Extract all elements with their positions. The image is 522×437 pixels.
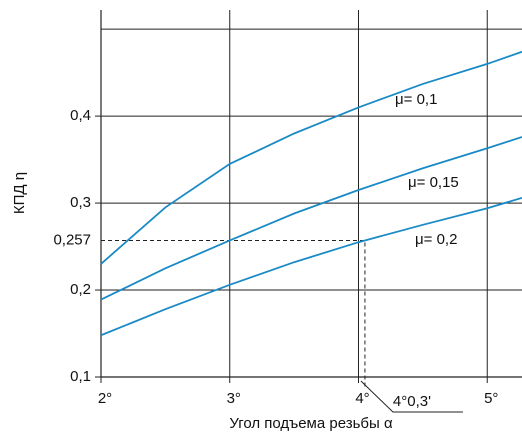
series-line [100,196,522,337]
series-label: μ= 0,15 [408,174,459,191]
series-line [100,50,522,265]
reference-line [101,239,366,387]
x-tick-label: 5° [484,390,498,407]
y-tick-label: 0,4 [70,107,91,124]
x-tick-label: 3° [227,390,241,407]
callout [360,380,463,413]
series-label: μ= 0,2 [415,231,457,248]
y-tick-label: 0,1 [70,368,91,385]
x-tick-label: 2° [98,390,112,407]
series-label: μ= 0,1 [395,91,437,108]
y-axis-label: КПД η [11,172,28,214]
y-tick-label: 0,2 [70,281,91,298]
reference-y-label: 0,257 [53,231,91,248]
reference-x-label: 4°0,3' [393,393,431,410]
y-tick-label: 0,3 [70,194,91,211]
x-tick-label: 4° [355,390,369,407]
x-axis-label: Угол подъема резьбы α [229,415,393,432]
series-line [100,136,522,301]
